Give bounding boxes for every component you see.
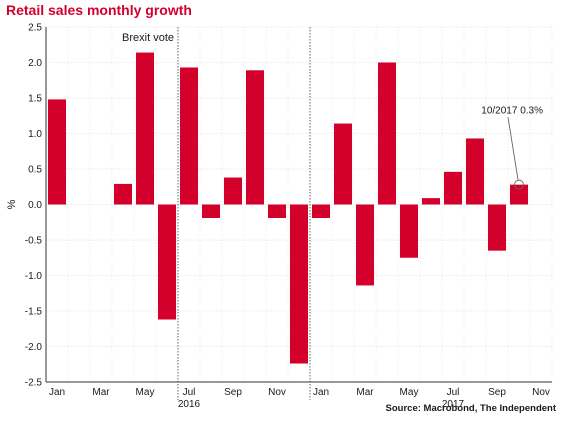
- bar-2016-09: [223, 177, 243, 205]
- y-tick-label: -0.5: [25, 236, 43, 247]
- bar-2017-08: [465, 138, 485, 205]
- event-lines: [177, 27, 311, 400]
- bar-2016-07: [179, 67, 199, 205]
- bar-2017-02: [333, 123, 353, 205]
- bar-2016-12: [289, 204, 309, 364]
- x-tick-label: Sep: [224, 387, 242, 398]
- year-label: 2017: [442, 399, 465, 410]
- x-tick-label: Nov: [532, 387, 550, 398]
- bar-2016-06: [157, 204, 177, 320]
- bar-2017-05: [399, 204, 419, 258]
- chart-title: Retail sales monthly growth: [6, 2, 192, 18]
- bar-2017-06: [421, 198, 441, 205]
- y-tick-label: 0.5: [28, 165, 42, 176]
- bar-2017-04: [377, 62, 397, 205]
- x-tick-label: Jul: [447, 387, 460, 398]
- axis-labels: 2.5 2.0 1.5 1.0 0.5 0.0 -0.5 -1.0 -1.5 -2.0 -2.5% B…: [6, 23, 550, 411]
- bars: [47, 52, 529, 364]
- x-tick-label: Mar: [92, 387, 110, 398]
- y-tick-label: -2.0: [25, 342, 43, 353]
- x-tick-label: May: [136, 387, 155, 398]
- bar-2016-08: [201, 204, 221, 218]
- y-tick-label: -1.0: [25, 271, 43, 282]
- bar-2016-10: [245, 70, 265, 205]
- y-tick-label: 2.5: [28, 23, 42, 34]
- x-tick-label: Jan: [49, 387, 65, 398]
- x-tick-label: Sep: [488, 387, 506, 398]
- bar-2016-05: [135, 52, 155, 205]
- bar-2017-10: [509, 184, 529, 205]
- x-tick-label: Nov: [268, 387, 286, 398]
- bar-2017-07: [443, 171, 463, 205]
- y-tick-label: 2.0: [28, 58, 42, 69]
- x-tick-label: Jan: [313, 387, 329, 398]
- axes: [45, 27, 552, 383]
- y-tick-label: -1.5: [25, 307, 43, 318]
- bar-2016-01: [47, 99, 67, 205]
- annotation-marker: [514, 179, 524, 190]
- annotation-label: 10/2017 0.3%: [481, 106, 543, 117]
- y-tick-label: 0.0: [28, 200, 42, 211]
- bar-2016-04: [113, 183, 133, 205]
- y-tick-label: 1.0: [28, 129, 42, 140]
- annotation-leader: [507, 117, 519, 180]
- x-tick-label: Mar: [356, 387, 374, 398]
- bar-2016-11: [267, 204, 287, 218]
- x-tick-label: May: [400, 387, 419, 398]
- y-tick-label: 1.5: [28, 94, 42, 105]
- event-label: Brexit vote: [122, 32, 174, 44]
- annotations: 10/2017 0.3%: [481, 106, 543, 190]
- x-tick-label: Jul: [183, 387, 196, 398]
- year-label: 2016: [178, 399, 201, 410]
- y-tick-label: -2.5: [25, 378, 43, 389]
- bar-2017-03: [355, 204, 375, 286]
- bar-2017-09: [487, 204, 507, 251]
- bar-2017-01: [311, 204, 331, 218]
- y-axis-label: %: [6, 199, 18, 209]
- source-note: Source: Macrobond, The Independent: [385, 403, 556, 414]
